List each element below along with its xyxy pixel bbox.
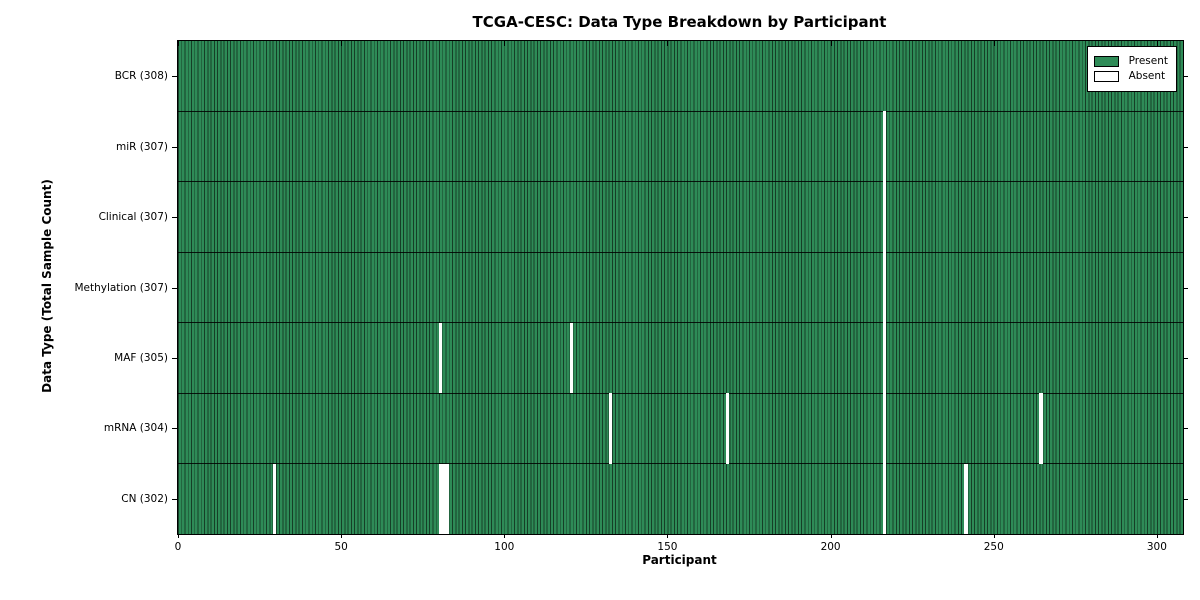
row-band-bcr [178,41,1183,112]
legend-entry-present: Present [1093,55,1168,67]
x-tick [667,41,669,46]
y-tick [172,287,177,289]
y-tick [172,498,177,500]
x-tick [178,534,179,538]
x-tick [667,534,669,538]
absent-bar-mir-216 [882,111,887,182]
x-axis-label: Participant [642,553,717,567]
y-tick [172,76,177,78]
x-tick [1156,41,1158,46]
absent-bar-maf-216 [882,322,887,394]
x-tick [341,534,343,538]
absent-bar-cn-216 [882,463,887,534]
y-tick-label-mir: miR (307) [115,140,168,153]
row-separator [178,181,1183,183]
row-separator [178,110,1183,112]
row-separator [178,463,1183,465]
row-band-cn [178,463,1183,534]
x-tick-label-50: 50 [334,541,348,553]
x-tick-label-250: 250 [983,541,1004,553]
absent-bar-maf-120 [569,322,573,394]
absent-bar-mrna-264 [1039,393,1043,464]
y-tick [1183,146,1188,148]
row-band-mrna [178,393,1183,464]
row-separator [178,251,1183,253]
absent-bar-cn-29 [272,463,276,534]
absent-bar-mrna-132 [608,393,612,464]
y-tick-label-cn: CN (302) [121,492,168,505]
legend: Present Absent [1086,46,1177,92]
y-tick [1183,498,1188,500]
absent-bar-clinical-216 [882,181,887,253]
x-tick [993,41,995,46]
y-tick [172,146,177,148]
x-tick [178,41,179,46]
x-tick [504,41,506,46]
absent-bar-cn-241 [964,463,968,534]
y-tick [1183,357,1188,359]
y-tick [172,428,177,430]
x-tick-label-100: 100 [494,541,515,553]
y-tick [1183,217,1188,219]
y-tick-label-mrna: mRNA (304) [103,422,168,435]
row-band-maf [178,322,1183,394]
plot-area: Present Absent BCR (308) miR (307) Clinica… [74,40,1188,553]
y-tick [1183,428,1188,430]
x-tick [341,41,343,46]
row-band-mir [178,111,1183,182]
x-tick [504,534,506,538]
y-tick-label-clinical: Clinical (307) [98,211,168,224]
absent-bar-cn-82 [445,463,449,534]
legend-label-absent: Absent [1128,70,1166,82]
x-tick [830,534,832,538]
absent-bar-cn-80 [439,463,443,534]
legend-entry-absent: Absent [1093,70,1168,82]
x-tick-label-300: 300 [1146,541,1167,553]
absent-bar-cn-81 [442,463,446,534]
y-tick [1183,76,1188,78]
chart-title: TCGA-CESC: Data Type Breakdown by Partic… [472,13,887,31]
row-band-clinical [178,181,1183,253]
absent-bar-methylation-216 [882,252,887,323]
y-tick-label-bcr: BCR (308) [114,70,168,83]
x-tick [1156,534,1158,538]
present-swatch-icon [1093,55,1119,67]
absent-bar-mrna-168 [726,393,730,464]
x-tick-label-0: 0 [174,541,182,553]
absent-bar-mrna-216 [882,393,887,464]
row-band-methylation [178,252,1183,323]
row-separator [178,392,1183,394]
y-tick [172,217,177,219]
x-tick [830,41,832,46]
x-tick-label-150: 150 [657,541,678,553]
x-tick-label-200: 200 [820,541,841,553]
absent-swatch-icon [1093,70,1119,82]
y-tick-label-methylation: Methylation (307) [74,281,168,294]
row-separator [178,322,1183,324]
absent-bar-maf-80 [439,322,443,394]
y-tick [172,357,177,359]
y-tick [1183,287,1188,289]
legend-label-present: Present [1128,55,1168,67]
y-tick-label-maf: MAF (305) [114,351,168,364]
x-tick [993,534,995,538]
